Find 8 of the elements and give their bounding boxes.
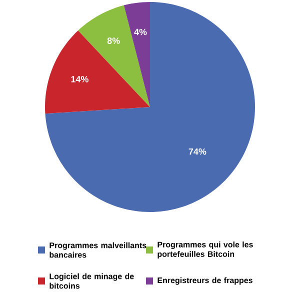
legend-label: Programmes malveillants bancaires <box>50 242 146 258</box>
data-label: 8% <box>107 38 120 44</box>
legend-label: Programmes qui vole les portefeuilles Bitcoin <box>158 242 253 258</box>
data-label: 74% <box>188 148 206 155</box>
legend-label: Enregistreurs de frappes <box>158 277 252 285</box>
data-label: 14% <box>71 76 88 82</box>
legend-label: Logiciel de minage de bitcoins <box>50 273 134 289</box>
data-label: 4% <box>134 28 147 36</box>
